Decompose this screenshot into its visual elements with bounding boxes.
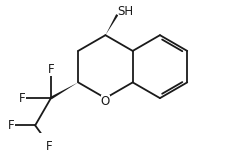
Text: F: F bbox=[48, 63, 54, 76]
Polygon shape bbox=[50, 82, 78, 99]
Text: F: F bbox=[8, 119, 14, 132]
Text: O: O bbox=[101, 95, 110, 108]
Polygon shape bbox=[105, 14, 118, 35]
Text: SH: SH bbox=[118, 5, 134, 18]
Text: F: F bbox=[46, 140, 53, 150]
Text: F: F bbox=[19, 92, 25, 105]
